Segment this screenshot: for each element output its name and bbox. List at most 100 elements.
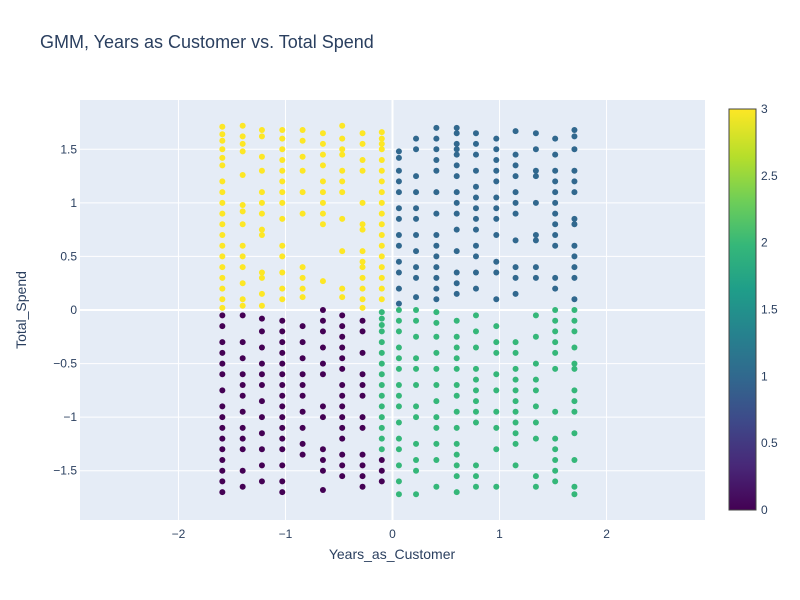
data-point (472, 269, 479, 276)
data-point (299, 392, 306, 399)
data-point (279, 269, 286, 276)
data-point (239, 408, 246, 415)
data-point (472, 140, 479, 147)
data-point (472, 365, 479, 372)
y-tick-label: −1 (63, 410, 77, 424)
data-point (453, 355, 460, 362)
data-point (319, 344, 326, 351)
data-point (571, 317, 578, 324)
data-point (552, 135, 559, 142)
data-point (433, 319, 440, 326)
data-point (512, 376, 519, 383)
colorbar: 0 0.5 1 1.5 2 2.5 3 (728, 102, 778, 517)
data-point (219, 162, 226, 169)
data-point (472, 387, 479, 394)
data-point (395, 435, 402, 442)
data-point (359, 462, 366, 469)
data-point (512, 365, 519, 372)
data-point (453, 365, 460, 372)
y-tick-label: 1 (70, 196, 77, 210)
data-point (258, 210, 265, 217)
data-point (395, 178, 402, 185)
data-point (359, 264, 366, 271)
data-point (571, 457, 578, 463)
data-point (532, 360, 539, 367)
data-point (395, 446, 402, 453)
data-points (219, 122, 578, 498)
data-point (378, 360, 385, 367)
data-point (299, 382, 306, 388)
data-point (359, 248, 366, 255)
data-point (219, 414, 226, 421)
data-point (319, 487, 326, 493)
data-point (453, 210, 460, 217)
data-point (359, 130, 366, 137)
data-point (359, 451, 366, 458)
data-point (359, 157, 366, 163)
data-point (552, 232, 559, 238)
colorbar-tick-label: 3 (761, 102, 768, 116)
data-point (433, 210, 440, 217)
data-point (433, 124, 440, 131)
y-tick-label: 1.5 (60, 142, 77, 156)
data-point (395, 491, 402, 498)
data-point (453, 189, 460, 196)
data-point (299, 264, 306, 271)
data-point (299, 274, 306, 281)
data-point (299, 189, 306, 196)
data-point (299, 323, 306, 330)
data-point (359, 328, 366, 335)
data-point (552, 365, 559, 372)
data-point (512, 349, 519, 356)
data-point (433, 440, 440, 447)
data-point (493, 446, 500, 453)
colorbar-tick-label: 2.5 (761, 169, 778, 183)
data-point (512, 189, 519, 196)
data-point (453, 162, 460, 169)
data-point (571, 189, 578, 196)
x-tick-label: 0 (389, 527, 396, 541)
data-point (453, 473, 460, 480)
data-point (493, 146, 500, 153)
data-point (433, 483, 440, 490)
data-point (239, 371, 246, 378)
data-point (413, 440, 420, 447)
data-point (395, 462, 402, 469)
data-point (279, 157, 286, 163)
data-point (359, 226, 366, 233)
data-point (279, 462, 286, 469)
data-point (552, 478, 559, 485)
data-point (279, 178, 286, 185)
data-point (532, 237, 539, 244)
data-point (433, 349, 440, 356)
data-point (493, 339, 500, 346)
data-point (532, 199, 539, 206)
data-point (453, 489, 460, 496)
data-point (299, 424, 306, 431)
data-point (395, 478, 402, 485)
data-point (279, 371, 286, 378)
data-point (279, 296, 286, 303)
data-point (493, 408, 500, 415)
data-point (493, 387, 500, 394)
data-point (413, 232, 420, 238)
x-tick-label: 2 (603, 527, 610, 541)
data-point (433, 232, 440, 238)
data-point (493, 349, 500, 356)
data-point (339, 135, 346, 142)
data-point (472, 376, 479, 383)
y-tick-label: 0 (70, 303, 77, 317)
data-point (395, 392, 402, 399)
data-point (219, 371, 226, 378)
data-point (493, 178, 500, 185)
data-point (378, 328, 385, 335)
cluster-2-points (378, 307, 578, 498)
data-point (359, 473, 366, 480)
data-point (258, 133, 265, 140)
data-point (279, 478, 286, 485)
data-point (239, 208, 246, 215)
data-point (239, 446, 246, 453)
data-point (319, 307, 326, 313)
data-point (319, 151, 326, 158)
